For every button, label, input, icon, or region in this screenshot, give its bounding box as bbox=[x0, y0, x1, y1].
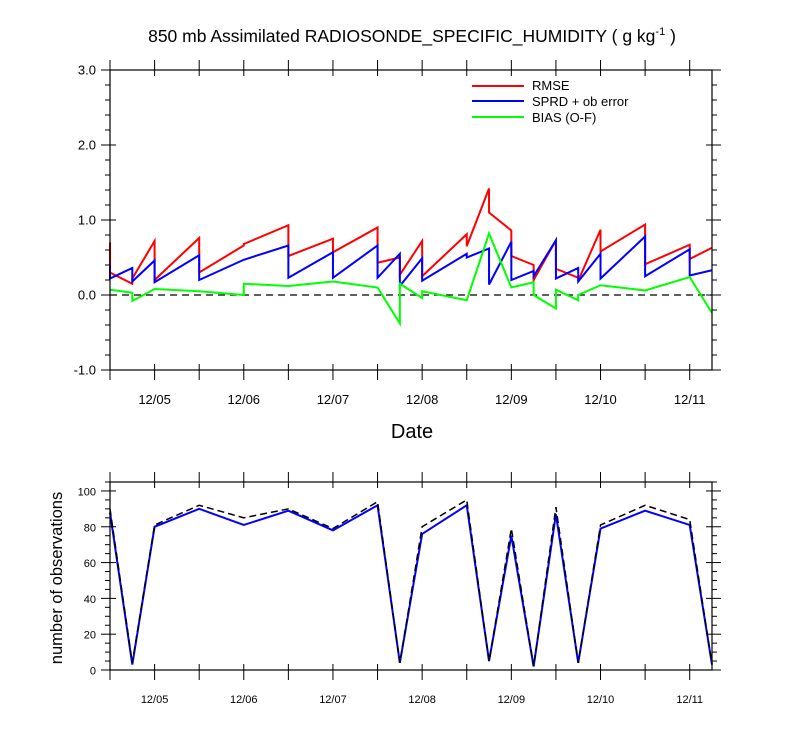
bottom-y-tick-label: 80 bbox=[84, 522, 96, 534]
top-chart-series bbox=[109, 188, 713, 328]
top-x-tick-label: 12/05 bbox=[138, 392, 171, 407]
bottom-plot-frame bbox=[109, 481, 713, 671]
top-y-tick-label: 2.0 bbox=[78, 138, 96, 153]
top-y-tick-label: -1.0 bbox=[74, 363, 96, 378]
bottom-y-tick-label: 0 bbox=[90, 666, 96, 678]
bottom-x-tick-label: 12/06 bbox=[230, 694, 258, 706]
bottom-y-tick-label: 40 bbox=[84, 594, 96, 606]
top-x-tick-label: 12/06 bbox=[228, 392, 261, 407]
bottom-x-tick-label: 12/11 bbox=[676, 694, 703, 706]
bottom-series-observations-used bbox=[109, 503, 713, 667]
top-y-tick-label: 1.0 bbox=[78, 213, 96, 228]
top-x-tick-label: 12/08 bbox=[406, 392, 439, 407]
top-y-tick-label: 3.0 bbox=[78, 63, 96, 78]
top-chart-title-close: ) bbox=[665, 26, 676, 46]
top-series-sprd-ob-error bbox=[109, 234, 713, 289]
bottom-x-tick-label: 12/09 bbox=[498, 694, 526, 706]
top-chart-title-exponent: -1 bbox=[655, 26, 665, 38]
bottom-x-tick-label: 12/10 bbox=[587, 694, 615, 706]
top-chart-axes: 12/05 12/06 12/07 12/08 12/09 12/10 12/11 -1.0 0… bbox=[74, 60, 721, 407]
bottom-chart-ylabel: number of observations bbox=[48, 492, 66, 664]
bottom-y-tick-label: 20 bbox=[84, 630, 96, 642]
bottom-x-tick-label: 12/07 bbox=[319, 694, 347, 706]
bottom-x-tick-label: 12/08 bbox=[408, 694, 436, 706]
bottom-x-tick-label: 12/05 bbox=[141, 694, 169, 706]
legend-bias-label: BIAS (O-F) bbox=[532, 110, 596, 125]
bottom-series-observations-possible bbox=[109, 498, 713, 667]
bottom-y-tick-label: 100 bbox=[78, 486, 96, 498]
top-x-tick-label: 12/07 bbox=[317, 392, 350, 407]
top-x-tick-label: 12/11 bbox=[674, 392, 706, 407]
top-series-bias-o-f bbox=[109, 230, 713, 328]
top-chart-title-main: 850 mb Assimilated RADIOSONDE_SPECIFIC_H… bbox=[148, 26, 655, 47]
bottom-y-tick-label: 60 bbox=[84, 558, 96, 570]
top-plot-frame bbox=[109, 69, 713, 371]
bottom-chart: 12/05 12/06 12/07 12/08 12/09 12/10 12/11 0 20 40… bbox=[78, 472, 721, 706]
top-chart-title: 850 mb Assimilated RADIOSONDE_SPECIFIC_H… bbox=[148, 26, 676, 47]
top-chart-legend: RMSE SPRD + ob error BIAS (O-F) bbox=[472, 78, 629, 125]
legend-sprd-label: SPRD + ob error bbox=[532, 94, 629, 109]
bottom-chart-axes: 12/05 12/06 12/07 12/08 12/09 12/10 12/11 0 20 40… bbox=[78, 472, 721, 706]
legend-rmse-label: RMSE bbox=[532, 78, 570, 93]
top-x-tick-label: 12/10 bbox=[584, 392, 617, 407]
top-chart: 12/05 12/06 12/07 12/08 12/09 12/10 12/11 -1.0 0… bbox=[74, 60, 721, 407]
bottom-chart-series bbox=[109, 498, 713, 667]
top-series-rmse bbox=[109, 188, 713, 286]
top-x-tick-label: 12/09 bbox=[495, 392, 528, 407]
top-y-tick-label: 0.0 bbox=[78, 288, 96, 303]
top-chart-xlabel: Date bbox=[391, 421, 433, 443]
